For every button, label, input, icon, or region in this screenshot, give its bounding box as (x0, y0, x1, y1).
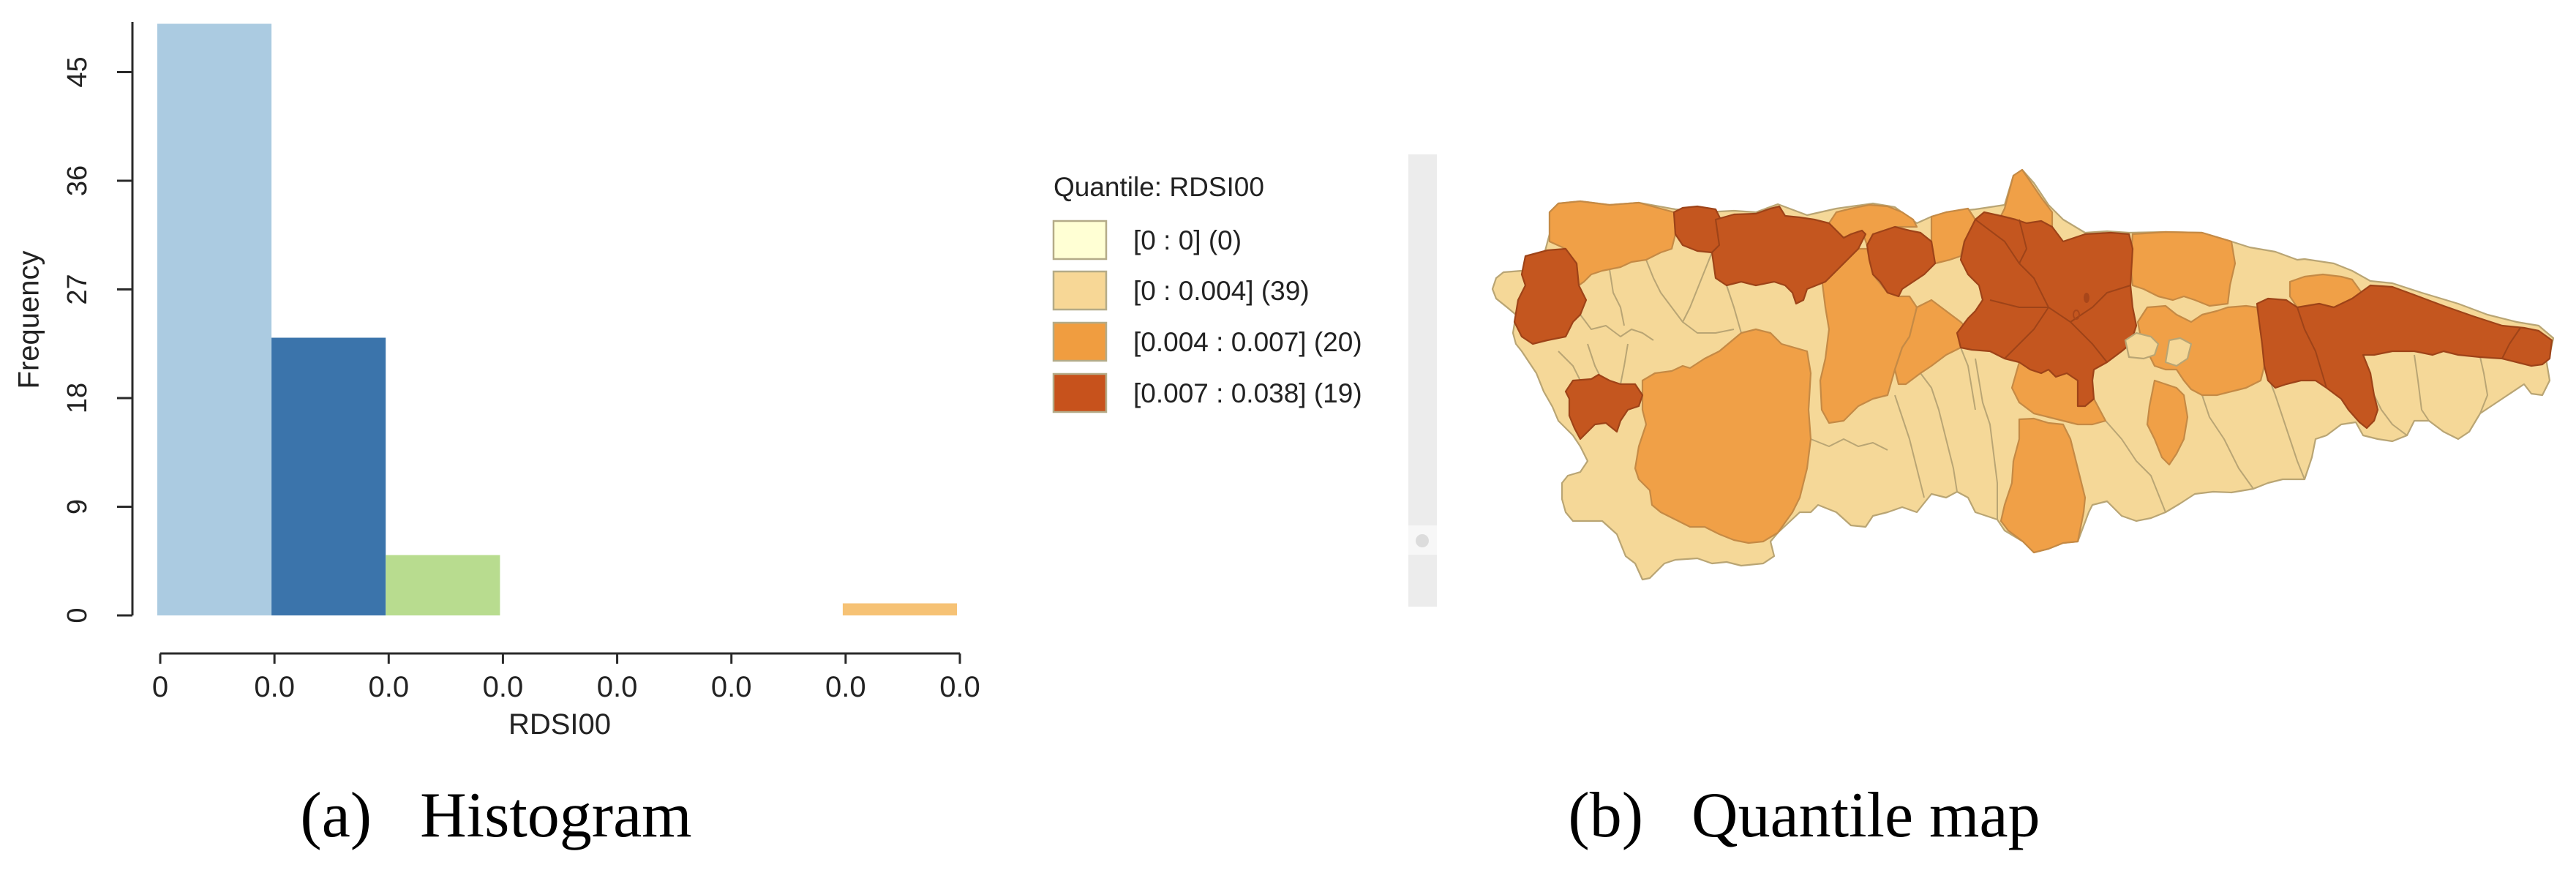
map-region-mid[interactable] (2136, 304, 2266, 397)
legend-items: [0 : 0] (0) [0 : 0.004] (39) [0.004 : 0.00… (1052, 220, 1362, 413)
y-axis-label: Frequency (13, 251, 45, 389)
map-region-mid[interactable] (1634, 328, 1812, 544)
region-border (1645, 259, 1735, 334)
region-border (1682, 252, 1713, 323)
map-legend: Quantile: RDSI00 [0 : 0] (0) [0 : 0.004] … (1052, 172, 1362, 413)
map-region-light[interactable] (2124, 331, 2160, 360)
region-border (2373, 394, 2408, 436)
legend-item: [0.004 : 0.007] (20) (1052, 321, 1362, 362)
region-border (1975, 219, 2108, 363)
legend-label: [0.004 : 0.007] (20) (1133, 327, 1362, 357)
scrollbar-handle-icon[interactable] (1416, 534, 1429, 547)
x-tick-label: 0.0 (597, 671, 638, 703)
region-border (1960, 347, 1976, 411)
x-tick-label: 0 (152, 671, 168, 703)
legend-swatch (1052, 321, 1108, 362)
histogram-bar (842, 603, 957, 615)
region-border (1975, 358, 1998, 520)
region-border (2297, 307, 2327, 389)
choropleth-map (1491, 168, 2555, 581)
legend-label: [0.007 : 0.038] (19) (1133, 378, 1362, 408)
legend-swatch (1052, 372, 1108, 413)
caption-a: (a) Histogram (300, 780, 691, 851)
region-border (2501, 327, 2521, 359)
x-axis-label: RDSI00 (508, 708, 611, 741)
x-tick-label: 0.0 (825, 671, 866, 703)
x-axis-ticks: 0 0.0 0.0 0.0 0.0 0.0 0.0 0.0 (152, 653, 980, 703)
map-region-dark[interactable] (1513, 247, 1588, 345)
region-border (1989, 299, 2049, 308)
map-scrollbar[interactable] (1408, 154, 1437, 607)
region-border (2201, 394, 2254, 490)
region-border (1920, 372, 1958, 492)
region-border (2414, 354, 2430, 421)
map-region-mid[interactable] (2129, 231, 2237, 307)
x-tick-label: 0.0 (368, 671, 409, 703)
x-tick-label: 0.0 (254, 671, 295, 703)
quantile-map-panel: Quantile: RDSI00 [0 : 0] (0) [0 : 0.004] … (1052, 154, 2555, 851)
map-region-mid[interactable] (2146, 379, 2189, 466)
y-tick-label: 18 (62, 383, 93, 413)
map-region-dark[interactable] (1711, 205, 1867, 305)
map-region-dark[interactable] (2256, 284, 2553, 430)
legend-title: Quantile: RDSI00 (1054, 172, 1264, 202)
region-border (1620, 343, 1629, 385)
region-border (1558, 351, 1581, 381)
y-tick-label: 36 (62, 165, 93, 196)
x-tick-label: 0.0 (711, 671, 752, 703)
histogram-bar (271, 337, 386, 615)
y-tick-label: 27 (62, 274, 93, 304)
map-region-dark[interactable] (1564, 373, 1644, 441)
region-border (2019, 219, 2028, 264)
legend-item: [0.007 : 0.038] (19) (1052, 372, 1362, 413)
y-tick-label: 0 (62, 607, 93, 623)
map-hole (2084, 293, 2089, 303)
map-region-dark[interactable] (1866, 225, 1937, 298)
x-tick-label: 0.0 (939, 671, 980, 703)
legend-item: [0 : 0.004] (39) (1052, 270, 1310, 311)
region-border (1609, 269, 1625, 326)
histogram-bars (157, 23, 957, 615)
region-border (1894, 394, 1925, 498)
map-region-mid[interactable] (1893, 299, 1969, 386)
caption-b: (b) Quantile map (1568, 780, 2040, 851)
legend-label: [0 : 0] (0) (1133, 225, 1242, 255)
region-border (2004, 307, 2049, 359)
region-border (2479, 356, 2488, 414)
legend-swatch (1052, 270, 1108, 311)
region-border (2070, 285, 2131, 323)
histogram-panel: 0 9 18 27 36 45 0 0.0 0.0 0.0 0.0 0.0 0.0 0.0 Freque… (13, 22, 980, 851)
region-border (1810, 438, 1888, 451)
region-border (1726, 285, 1742, 334)
map-region-light[interactable] (2164, 337, 2193, 367)
region-border (2105, 420, 2166, 513)
region-border (1580, 314, 1654, 341)
legend-swatch (1052, 220, 1108, 261)
map-region-mid[interactable] (1999, 417, 2087, 554)
y-tick-label: 45 (62, 56, 93, 87)
y-axis-ticks: 0 9 18 27 36 45 (62, 56, 132, 623)
legend-item: [0 : 0] (0) (1052, 220, 1242, 261)
region-border (2264, 365, 2305, 480)
map-hole (2073, 310, 2080, 320)
histogram-bar (157, 23, 272, 615)
histogram-bar (386, 555, 500, 615)
x-tick-label: 0.0 (483, 671, 524, 703)
y-tick-label: 9 (62, 499, 93, 514)
legend-label: [0 : 0.004] (39) (1133, 276, 1310, 306)
